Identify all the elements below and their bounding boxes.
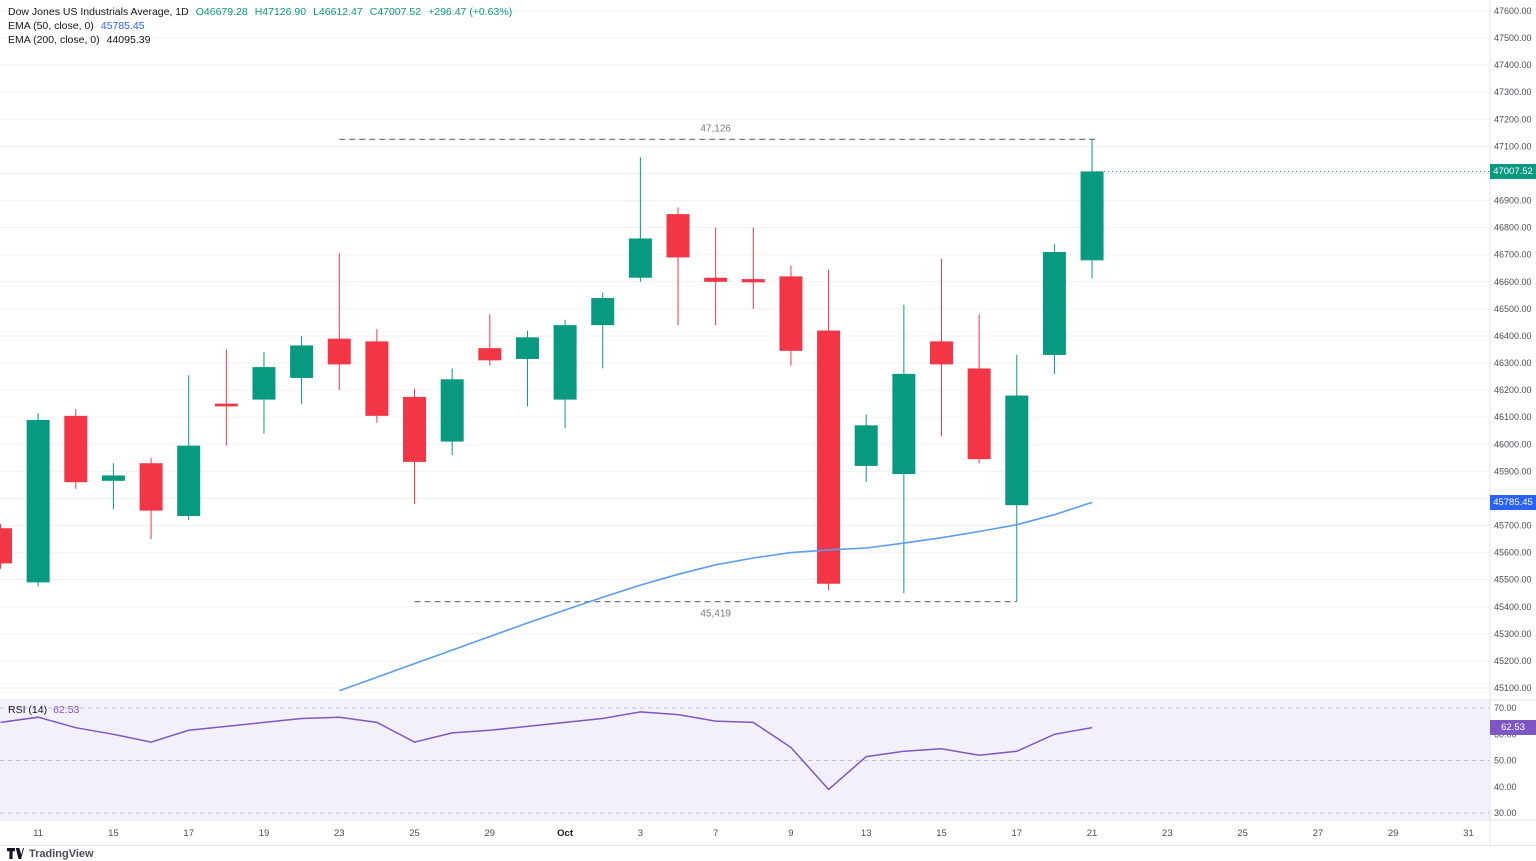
time-axis-label[interactable]: 3 xyxy=(638,828,643,839)
price-axis-label[interactable]: 46500.00 xyxy=(1494,304,1532,314)
time-axis-label[interactable]: 27 xyxy=(1313,828,1324,839)
ema200-legend-row: EMA (200, close, 0) 44095.39 xyxy=(8,33,512,47)
ema50-legend-label[interactable]: EMA (50, close, 0) xyxy=(8,20,94,32)
price-axis-label[interactable]: 47100.00 xyxy=(1494,141,1532,151)
time-axis-label[interactable]: 29 xyxy=(485,828,496,839)
time-axis-label[interactable]: 23 xyxy=(334,828,345,839)
ema50-price-badge: 45785.45 xyxy=(1490,494,1536,510)
price-axis-label[interactable]: 46100.00 xyxy=(1494,412,1532,422)
time-axis-label[interactable]: 29 xyxy=(1388,828,1399,839)
price-axis-label[interactable]: 46400.00 xyxy=(1494,331,1532,341)
symbol-row: Dow Jones US Industrials Average, 1D O46… xyxy=(8,5,512,19)
price-axis-label[interactable]: 47400.00 xyxy=(1494,60,1532,70)
price-axis-label[interactable]: 47500.00 xyxy=(1494,33,1532,43)
time-axis-label[interactable]: 15 xyxy=(936,828,947,839)
symbol-title[interactable]: Dow Jones US Industrials Average, 1D xyxy=(8,6,189,18)
time-axis-label[interactable]: 25 xyxy=(409,828,420,839)
price-axis-label[interactable]: 46900.00 xyxy=(1494,196,1532,206)
price-axis-label[interactable]: 45400.00 xyxy=(1494,602,1532,612)
time-axis-label[interactable]: 21 xyxy=(1087,828,1098,839)
price-axis-label[interactable]: 46000.00 xyxy=(1494,439,1532,449)
price-axis-label[interactable]: 45200.00 xyxy=(1494,656,1532,666)
price-axis-label[interactable]: 47600.00 xyxy=(1494,6,1532,16)
price-axis-label[interactable]: 45900.00 xyxy=(1494,466,1532,476)
time-axis-label[interactable]: 17 xyxy=(183,828,194,839)
rsi-axis-label[interactable]: 40.00 xyxy=(1494,782,1517,792)
ema200-legend-label[interactable]: EMA (200, close, 0) xyxy=(8,34,100,46)
ohlc-close: C47007.52 xyxy=(369,6,422,18)
rsi-axis-label[interactable]: 70.00 xyxy=(1494,703,1517,713)
price-axis-label[interactable]: 47300.00 xyxy=(1494,87,1532,97)
price-axis-label[interactable]: 46700.00 xyxy=(1494,250,1532,260)
time-axis-label[interactable]: 23 xyxy=(1162,828,1173,839)
candles-series[interactable] xyxy=(0,139,1104,602)
ema50-line[interactable] xyxy=(339,501,1093,692)
ema50-legend-row: EMA (50, close, 0) 45785.45 xyxy=(8,19,512,33)
time-axis-label[interactable]: 15 xyxy=(108,828,119,839)
symbol-legend: Dow Jones US Industrials Average, 1D O46… xyxy=(8,5,512,47)
rsi-legend-label[interactable]: RSI (14) xyxy=(8,704,48,716)
time-axis-label[interactable]: 19 xyxy=(259,828,270,839)
price-axis-label[interactable]: 46300.00 xyxy=(1494,358,1532,368)
ohlc-open: O46679.28 xyxy=(195,6,248,18)
price-axis-label[interactable]: 47200.00 xyxy=(1494,114,1532,124)
time-axis-label[interactable]: 13 xyxy=(861,828,872,839)
ohlc-low: L46612.47 xyxy=(313,6,363,18)
price-axis-label[interactable]: 45100.00 xyxy=(1494,683,1532,693)
ema50-value: 45785.45 xyxy=(100,20,145,32)
price-axis-label[interactable]: 45500.00 xyxy=(1494,575,1532,585)
price-axis-label[interactable]: 45700.00 xyxy=(1494,521,1532,531)
rsi-value-badge: 62.53 xyxy=(1490,720,1536,736)
time-axis-label[interactable]: 25 xyxy=(1237,828,1248,839)
rsi-axis-label[interactable]: 30.00 xyxy=(1494,808,1517,818)
close-price-badge: 47007.52 xyxy=(1490,163,1536,179)
bottom-toolbar: TradingView xyxy=(0,845,1536,861)
level-label: 47,126 xyxy=(700,123,731,134)
price-axis-label[interactable]: 45300.00 xyxy=(1494,629,1532,639)
time-axis-label[interactable]: 7 xyxy=(713,828,718,839)
level-label: 45,419 xyxy=(700,609,731,620)
ema200-value: 44095.39 xyxy=(106,34,151,46)
rsi-value: 62.53 xyxy=(53,704,80,716)
tradingview-logo-icon[interactable] xyxy=(7,848,24,859)
rsi-legend: RSI (14) 62.53 xyxy=(8,704,79,716)
time-axis-label[interactable]: 17 xyxy=(1011,828,1022,839)
price-axis-label[interactable]: 45600.00 xyxy=(1494,548,1532,558)
time-axis-label[interactable]: Oct xyxy=(557,828,574,839)
price-axis-label[interactable]: 46600.00 xyxy=(1494,277,1532,287)
time-axis-label[interactable]: 11 xyxy=(33,828,43,839)
rsi-line[interactable] xyxy=(0,711,1093,791)
time-axis-label[interactable]: 9 xyxy=(788,828,793,839)
price-axis-label[interactable]: 46800.00 xyxy=(1494,223,1532,233)
price-axis-label[interactable]: 46200.00 xyxy=(1494,385,1532,395)
ohlc-high: H47126.90 xyxy=(254,6,307,18)
price-change: +296.47 (+0.63%) xyxy=(428,6,513,18)
time-axis-label[interactable]: 31 xyxy=(1463,828,1474,839)
rsi-axis-label[interactable]: 50.00 xyxy=(1494,756,1517,766)
tradingview-logo-text[interactable]: TradingView xyxy=(29,847,94,860)
